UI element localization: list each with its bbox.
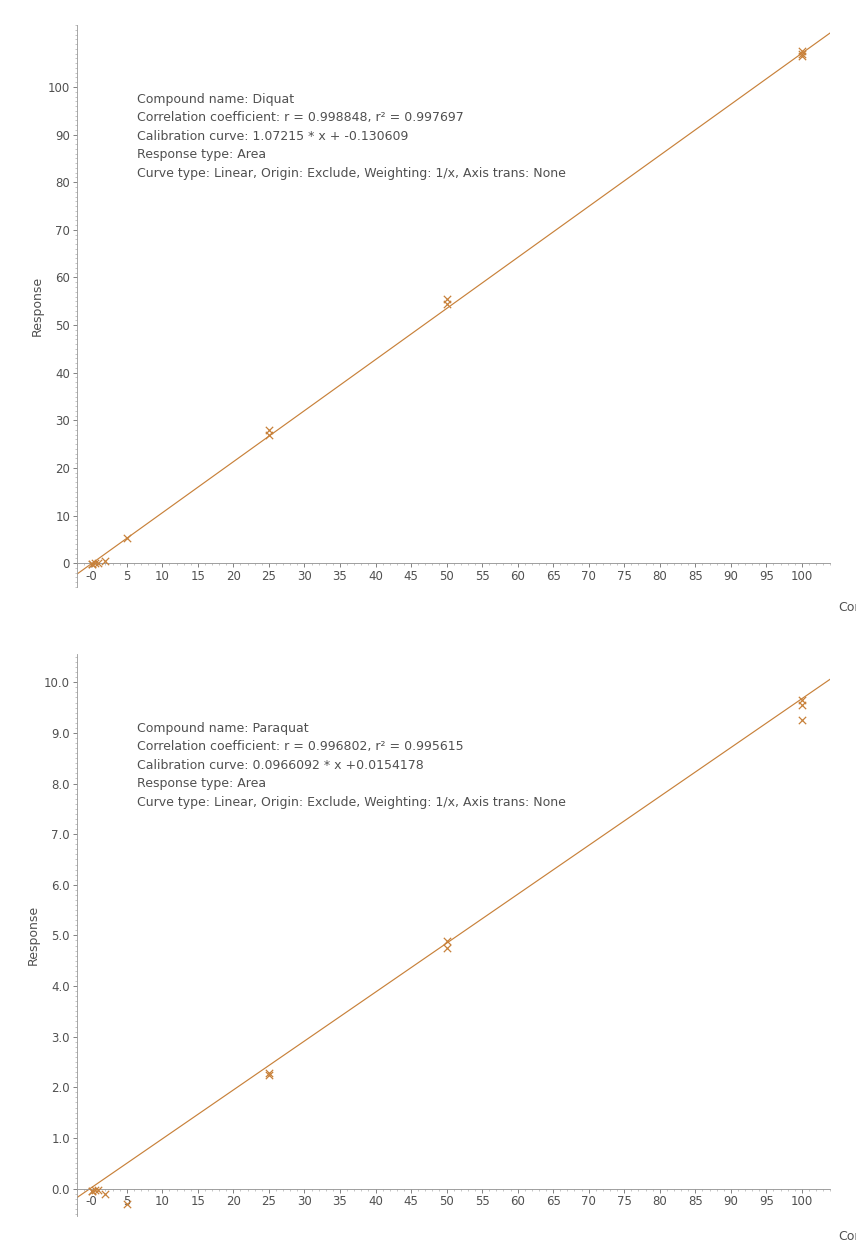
Point (262, 420, 276, 440)
Point (262, 1065, 276, 1085)
Point (85, 1181, 98, 1201)
Text: Compound name: Paraquat
Correlation coefficient: r = 0.996802, r² = 0.995615
Cal: Compound name: Paraquat Correlation coef… (137, 722, 566, 809)
Point (98, 551, 112, 571)
Point (440, 932, 454, 952)
Text: Conc: Conc (839, 1230, 856, 1243)
Point (262, 1063, 276, 1083)
Point (88, 1180, 102, 1200)
Y-axis label: Response: Response (27, 905, 40, 966)
Point (795, 695, 809, 715)
Text: Compound name: Diquat
Correlation coefficient: r = 0.998848, r² = 0.997697
Calib: Compound name: Diquat Correlation coeffi… (137, 93, 566, 179)
Point (85, 1180, 98, 1200)
Point (262, 425, 276, 445)
Point (120, 528, 134, 548)
Point (795, 690, 809, 710)
Point (88, 553, 102, 573)
Point (92, 1180, 105, 1200)
Point (440, 293, 454, 314)
Point (440, 938, 454, 958)
Text: Conc: Conc (839, 601, 856, 614)
Point (795, 44, 809, 64)
Point (120, 1194, 134, 1214)
Point (85, 553, 98, 573)
Point (85, 554, 98, 574)
Point (795, 41, 809, 61)
Y-axis label: Response: Response (31, 276, 44, 336)
Point (795, 46, 809, 66)
Point (92, 553, 105, 573)
Point (98, 1184, 112, 1204)
Point (440, 288, 454, 308)
Point (795, 710, 809, 730)
